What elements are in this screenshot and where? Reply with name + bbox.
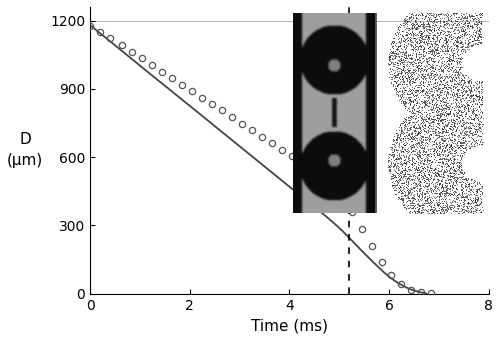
X-axis label: Time (ms): Time (ms) xyxy=(251,318,328,333)
Y-axis label: D
(μm): D (μm) xyxy=(7,132,43,168)
